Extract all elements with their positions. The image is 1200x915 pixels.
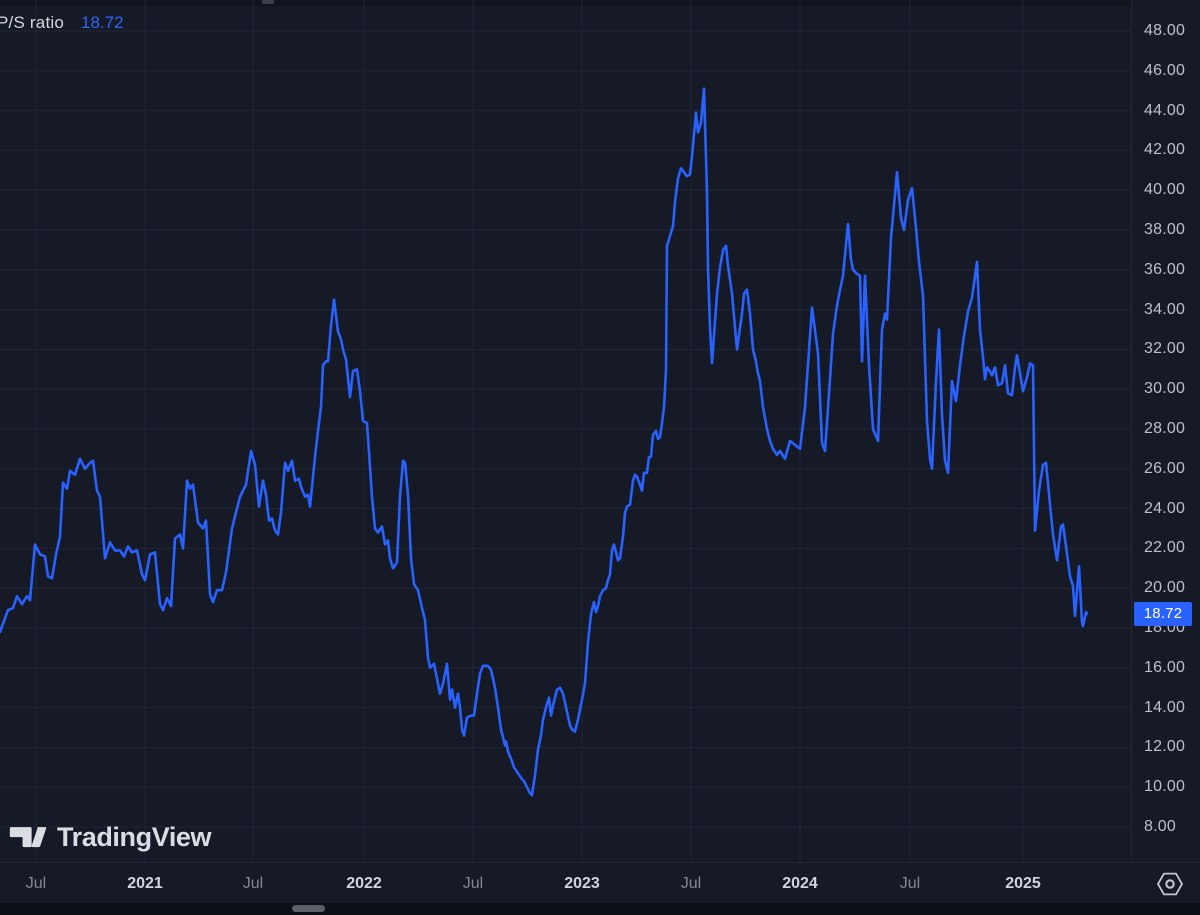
time-tick-label-year: 2025 bbox=[1005, 875, 1041, 892]
time-axis-settings-button[interactable] bbox=[1154, 869, 1186, 899]
tradingview-logo-text: TradingView bbox=[57, 822, 212, 852]
chart-plot-area[interactable] bbox=[0, 0, 1131, 862]
time-tick-label-year: 2022 bbox=[346, 875, 382, 892]
time-tick-label-month: Jul bbox=[680, 875, 702, 892]
price-tick-label: 42.00 bbox=[1144, 141, 1186, 159]
price-tick-label: 46.00 bbox=[1144, 61, 1186, 79]
price-tick-label: 34.00 bbox=[1144, 300, 1186, 318]
horizontal-scrollbar-thumb[interactable] bbox=[292, 905, 325, 912]
time-tick-label-year: 2024 bbox=[782, 875, 818, 892]
series-title: P/S ratio bbox=[0, 13, 64, 32]
time-tick-label-year: 2023 bbox=[564, 875, 600, 892]
legend: P/S ratio 18.72 bbox=[0, 13, 124, 33]
time-tick-label-month: Jul bbox=[899, 875, 921, 892]
price-tick-label: 14.00 bbox=[1144, 698, 1186, 716]
last-price-label: 18.72 bbox=[1134, 601, 1192, 626]
series-line-p-s-ratio bbox=[0, 87, 1089, 797]
time-tick-label-year: 2021 bbox=[127, 875, 163, 892]
time-axis[interactable]: Jul 2021 Jul 2022 Jul 2023 Jul 2024 Jul 2025 bbox=[0, 862, 1200, 903]
price-axis[interactable]: 18.72 48.00 46.00 44.00 42.00 40.00 38.00 36.0… bbox=[1131, 0, 1200, 862]
price-tick-label: 48.00 bbox=[1144, 22, 1186, 39]
price-tick-label: 30.00 bbox=[1144, 380, 1186, 398]
time-tick-label-month: Jul bbox=[25, 875, 47, 892]
gear-icon bbox=[1157, 872, 1183, 896]
price-tick-label: 10.00 bbox=[1144, 778, 1186, 796]
price-tick-label: 12.00 bbox=[1144, 738, 1186, 756]
chart-canvas[interactable] bbox=[0, 0, 1131, 862]
series-last-value: 18.72 bbox=[81, 13, 124, 32]
price-tick-label: 36.00 bbox=[1144, 260, 1186, 278]
price-tick-label: 38.00 bbox=[1144, 221, 1186, 238]
price-tick-label: 20.00 bbox=[1144, 579, 1186, 597]
price-tick-label: 22.00 bbox=[1144, 539, 1186, 557]
tradingview-logo-icon bbox=[9, 826, 47, 847]
price-tick-label: 8.00 bbox=[1144, 818, 1176, 835]
price-tick-label: 40.00 bbox=[1144, 181, 1186, 199]
price-tick-label: 28.00 bbox=[1144, 420, 1186, 437]
time-tick-label-month: Jul bbox=[242, 875, 264, 892]
price-tick-label: 32.00 bbox=[1144, 340, 1186, 358]
tradingview-logo[interactable]: TradingView bbox=[8, 822, 212, 853]
bottom-strip bbox=[0, 903, 1200, 915]
price-tick-label: 44.00 bbox=[1144, 101, 1186, 119]
price-tick-label: 24.00 bbox=[1144, 499, 1186, 517]
price-tick-label: 26.00 bbox=[1144, 459, 1186, 477]
window-top-edge-notch bbox=[262, 0, 274, 4]
window-top-edge bbox=[0, 0, 1200, 6]
time-tick-label-month: Jul bbox=[462, 875, 484, 892]
price-tick-label: 16.00 bbox=[1144, 658, 1186, 676]
